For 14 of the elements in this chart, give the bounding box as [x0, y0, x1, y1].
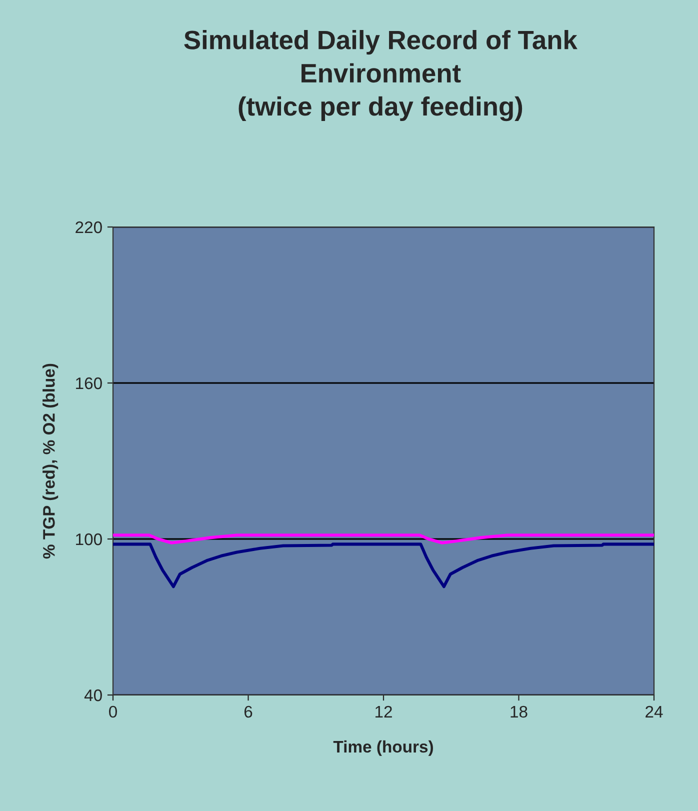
- x-tick-label: 18: [510, 706, 528, 718]
- x-tick-label: 12: [376, 706, 392, 718]
- line-series: [113, 534, 654, 544]
- y-tick-label: 160: [76, 377, 102, 390]
- y-tick-label: 100: [76, 533, 102, 546]
- x-tick-label: 24: [646, 706, 663, 718]
- line-series: [113, 542, 654, 588]
- x-tick-label: 6: [244, 706, 252, 718]
- chart-title: Simulated Daily Record of Tank Environment (twice per day feeding): [184, 30, 578, 122]
- x-tick-label: 0: [109, 706, 117, 718]
- y-tick-label: 220: [76, 221, 102, 234]
- x-axis-title: Time (hours): [333, 740, 433, 756]
- y-axis-title: % TGP (red), % O2 (blue): [42, 364, 58, 559]
- y-tick-label: 40: [84, 689, 102, 702]
